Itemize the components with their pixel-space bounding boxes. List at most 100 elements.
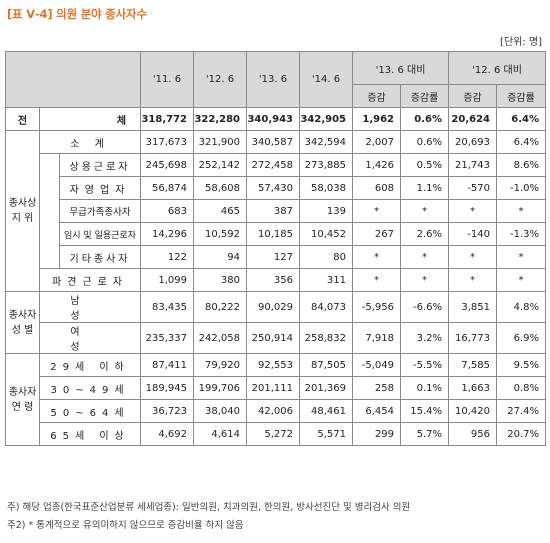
row-label: 무급가족종사자 bbox=[58, 199, 142, 223]
table-row: 상용근로자 245,698 252,142 272,458 273,885 1,… bbox=[6, 153, 547, 269]
cell: 189,945 bbox=[140, 376, 195, 400]
row-label: 29세 이하 bbox=[38, 353, 142, 377]
cell: 94 bbox=[193, 245, 248, 269]
cell: 10,185 bbox=[246, 222, 301, 246]
row-label: 30~49세 bbox=[38, 376, 142, 400]
cell: * bbox=[448, 245, 498, 269]
cell: 80,222 bbox=[193, 291, 248, 323]
row-label: 50~64세 bbox=[38, 399, 142, 423]
cell: -570 bbox=[448, 176, 498, 200]
cell: 272,458 bbox=[246, 153, 301, 177]
cell: 4.8% bbox=[496, 291, 547, 323]
rate-header: 증감률 bbox=[400, 84, 450, 108]
cell: 0.5% bbox=[400, 153, 450, 177]
cell: 90,029 bbox=[246, 291, 301, 323]
unit-label: [단위: 명] bbox=[500, 37, 542, 48]
cell: 15.4% bbox=[400, 399, 450, 423]
cell: 42,006 bbox=[246, 399, 301, 423]
cell: 299 bbox=[352, 422, 402, 446]
cell: 1,962 bbox=[352, 107, 402, 131]
table-row: 여 성 235,337 242,058 250,914 258,832 7,91… bbox=[6, 322, 547, 354]
cell: 322,280 bbox=[193, 107, 248, 131]
cell: 21,743 bbox=[448, 153, 498, 177]
table-row: 50~64세 36,723 38,040 42,006 48,461 6,454… bbox=[6, 399, 547, 423]
cell: 342,905 bbox=[299, 107, 354, 131]
cell: * bbox=[352, 245, 402, 269]
cell: 139 bbox=[299, 199, 354, 223]
cell: * bbox=[400, 199, 450, 223]
year-header: '13. 6 bbox=[246, 51, 301, 108]
cell: 340,943 bbox=[246, 107, 301, 131]
cell: 0.6% bbox=[400, 130, 450, 154]
cell: 20,693 bbox=[448, 130, 498, 154]
cell: -5,049 bbox=[352, 353, 402, 377]
table-row: 30~49세 189,945 199,706 201,111 201,369 2… bbox=[6, 376, 547, 400]
cell: 683 bbox=[140, 199, 195, 223]
cell: 3.2% bbox=[400, 322, 450, 354]
cell: 20,624 bbox=[448, 107, 498, 131]
year-header: '14. 6 bbox=[299, 51, 354, 108]
table-row: 종사상 지 위 소 계 317,673 321,900 340,587 342,… bbox=[5, 130, 547, 292]
footnote: 주2) * 통계적으로 유의미하지 않으므로 증감비율 하지 않음 bbox=[7, 520, 244, 531]
employee-table: '11. 6 '12. 6 '13. 6 '14. 6 '13. 6 대비 '1… bbox=[4, 51, 547, 446]
cell: 5,571 bbox=[299, 422, 354, 446]
cell: 16,773 bbox=[448, 322, 498, 354]
cell: * bbox=[496, 199, 547, 223]
rate-header: 증감률 bbox=[496, 84, 547, 108]
cell: 122 bbox=[140, 245, 195, 269]
group-label: 종사자 성 별 bbox=[5, 291, 40, 354]
table-row: 자영업자 56,874 58,608 57,430 58,038 608 1.1… bbox=[6, 176, 547, 200]
cell: 318,772 bbox=[140, 107, 195, 131]
cell: 48,461 bbox=[299, 399, 354, 423]
row-label: 소 계 bbox=[38, 130, 142, 154]
cell: 20.7% bbox=[496, 422, 547, 446]
group-label: 종사상 지 위 bbox=[5, 130, 40, 292]
cell: -5.5% bbox=[400, 353, 450, 377]
cell: 58,608 bbox=[193, 176, 248, 200]
cell: -1.3% bbox=[496, 222, 547, 246]
table-row: 기타종사자 122 94 127 80 * * * * bbox=[6, 245, 547, 269]
cell: 252,142 bbox=[193, 153, 248, 177]
cell: 83,435 bbox=[140, 291, 195, 323]
cell: 0.1% bbox=[400, 376, 450, 400]
inc-header: 증감 bbox=[448, 84, 498, 108]
cell: 1.1% bbox=[400, 176, 450, 200]
cell: * bbox=[448, 199, 498, 223]
cell: 6.4% bbox=[496, 107, 547, 131]
cell: 342,594 bbox=[299, 130, 354, 154]
cell: 245,698 bbox=[140, 153, 195, 177]
cell: 956 bbox=[448, 422, 498, 446]
cell: 80 bbox=[299, 245, 354, 269]
cell: 6.4% bbox=[496, 130, 547, 154]
cell: * bbox=[496, 245, 547, 269]
row-label: 자영업자 bbox=[58, 176, 142, 200]
cell: 340,587 bbox=[246, 130, 301, 154]
cell: 258 bbox=[352, 376, 402, 400]
cell: * bbox=[448, 268, 498, 292]
cell: 258,832 bbox=[299, 322, 354, 354]
cell: 2.6% bbox=[400, 222, 450, 246]
cell: 608 bbox=[352, 176, 402, 200]
cell: 250,914 bbox=[246, 322, 301, 354]
cell: 92,553 bbox=[246, 353, 301, 377]
table-row: 65세 이상 4,692 4,614 5,272 5,571 299 5.7% … bbox=[6, 422, 547, 446]
cell: 2,007 bbox=[352, 130, 402, 154]
cell: 321,900 bbox=[193, 130, 248, 154]
cell: 14,296 bbox=[140, 222, 195, 246]
cell: 36,723 bbox=[140, 399, 195, 423]
cell: 57,430 bbox=[246, 176, 301, 200]
cell: 84,073 bbox=[299, 291, 354, 323]
cell: 311 bbox=[299, 268, 354, 292]
cell: 9.5% bbox=[496, 353, 547, 377]
row-label: 상용근로자 bbox=[58, 153, 142, 177]
cell: * bbox=[496, 268, 547, 292]
cell: 27.4% bbox=[496, 399, 547, 423]
cell: * bbox=[352, 199, 402, 223]
cell: 465 bbox=[193, 199, 248, 223]
cell: * bbox=[352, 268, 402, 292]
cell: -1.0% bbox=[496, 176, 547, 200]
cell: 5,272 bbox=[246, 422, 301, 446]
cell: 242,058 bbox=[193, 322, 248, 354]
compare-header: '13. 6 대비 bbox=[352, 51, 450, 85]
cell: 10,592 bbox=[193, 222, 248, 246]
